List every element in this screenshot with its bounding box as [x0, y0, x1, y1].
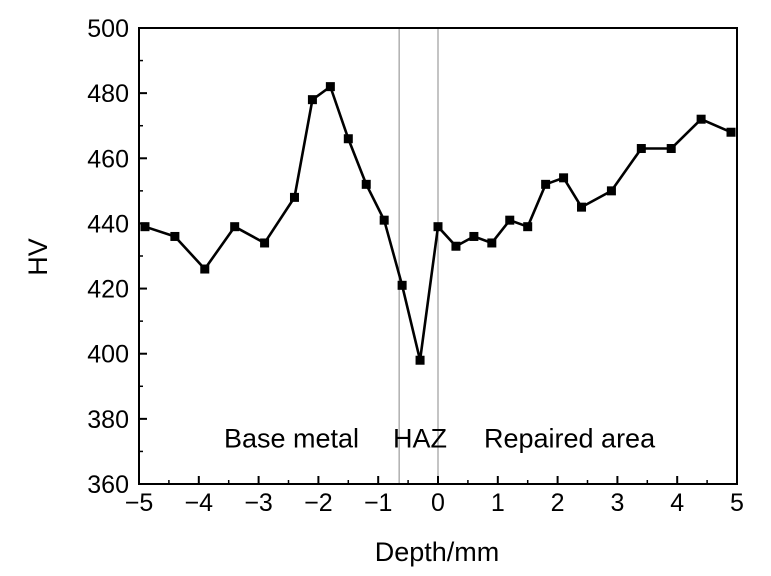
data-point-20 — [541, 179, 551, 189]
y-axis-title: HV — [23, 238, 53, 276]
data-point-24 — [636, 144, 646, 154]
data-point-26 — [696, 114, 706, 124]
x-tick-label-1: −5 — [125, 489, 154, 517]
x-tick-label-5: −1 — [364, 489, 393, 517]
y-tick-label-2: 380 — [87, 406, 129, 434]
data-point-12 — [397, 280, 407, 290]
region-label-base-metal: Base metal — [224, 423, 359, 453]
x-tick-label-6: 0 — [431, 489, 445, 517]
y-tick-label-8: 500 — [87, 15, 129, 43]
data-point-6 — [289, 192, 299, 202]
y-tick-label-6: 460 — [87, 145, 129, 173]
x-tick-label-4: −2 — [304, 489, 333, 517]
x-tick-label-2: −4 — [185, 489, 214, 517]
data-point-14 — [433, 222, 443, 232]
data-point-16 — [469, 231, 479, 241]
x-tick-label-7: 1 — [491, 489, 505, 517]
data-point-17 — [487, 238, 497, 248]
data-point-3 — [200, 264, 210, 274]
data-point-22 — [577, 202, 587, 212]
x-tick-label-11: 5 — [730, 489, 744, 517]
y-tick-label-1: 360 — [87, 471, 129, 499]
data-point-13 — [415, 355, 425, 365]
x-tick-label-8: 2 — [551, 489, 565, 517]
y-tick-label-7: 480 — [87, 80, 129, 108]
data-point-25 — [666, 144, 676, 154]
data-point-7 — [307, 95, 317, 105]
data-point-4 — [230, 222, 240, 232]
data-point-11 — [379, 215, 389, 225]
data-point-9 — [343, 134, 353, 144]
data-point-5 — [260, 238, 270, 248]
zone-boundary-lines — [398, 28, 439, 484]
axes — [138, 27, 738, 485]
data-point-27 — [726, 127, 736, 137]
data-point-2 — [170, 231, 180, 241]
series-hv — [140, 82, 736, 365]
data-point-1 — [140, 222, 150, 232]
data-point-8 — [325, 82, 335, 92]
data-point-18 — [505, 215, 515, 225]
region-label-haz: HAZ — [393, 423, 447, 453]
data-point-19 — [523, 222, 533, 232]
x-tick-label-9: 3 — [610, 489, 624, 517]
y-tick-label-3: 400 — [87, 341, 129, 369]
data-point-23 — [606, 186, 616, 196]
data-point-21 — [559, 173, 569, 183]
tick-labels: −5 −4 −3 −2 −1 0 1 2 3 4 5 360 380 400 420 440 460 480 500 — [87, 15, 744, 517]
x-axis-title: Depth/mm — [375, 537, 500, 567]
x-tick-label-3: −3 — [244, 489, 273, 517]
region-label-repaired-area: Repaired area — [484, 423, 656, 453]
data-point-10 — [361, 179, 371, 189]
y-tick-label-5: 440 — [87, 210, 129, 238]
data-point-15 — [451, 241, 461, 251]
x-tick-label-10: 4 — [670, 489, 684, 517]
region-labels: Base metal HAZ Repaired area — [224, 423, 656, 453]
y-tick-label-4: 420 — [87, 276, 129, 304]
